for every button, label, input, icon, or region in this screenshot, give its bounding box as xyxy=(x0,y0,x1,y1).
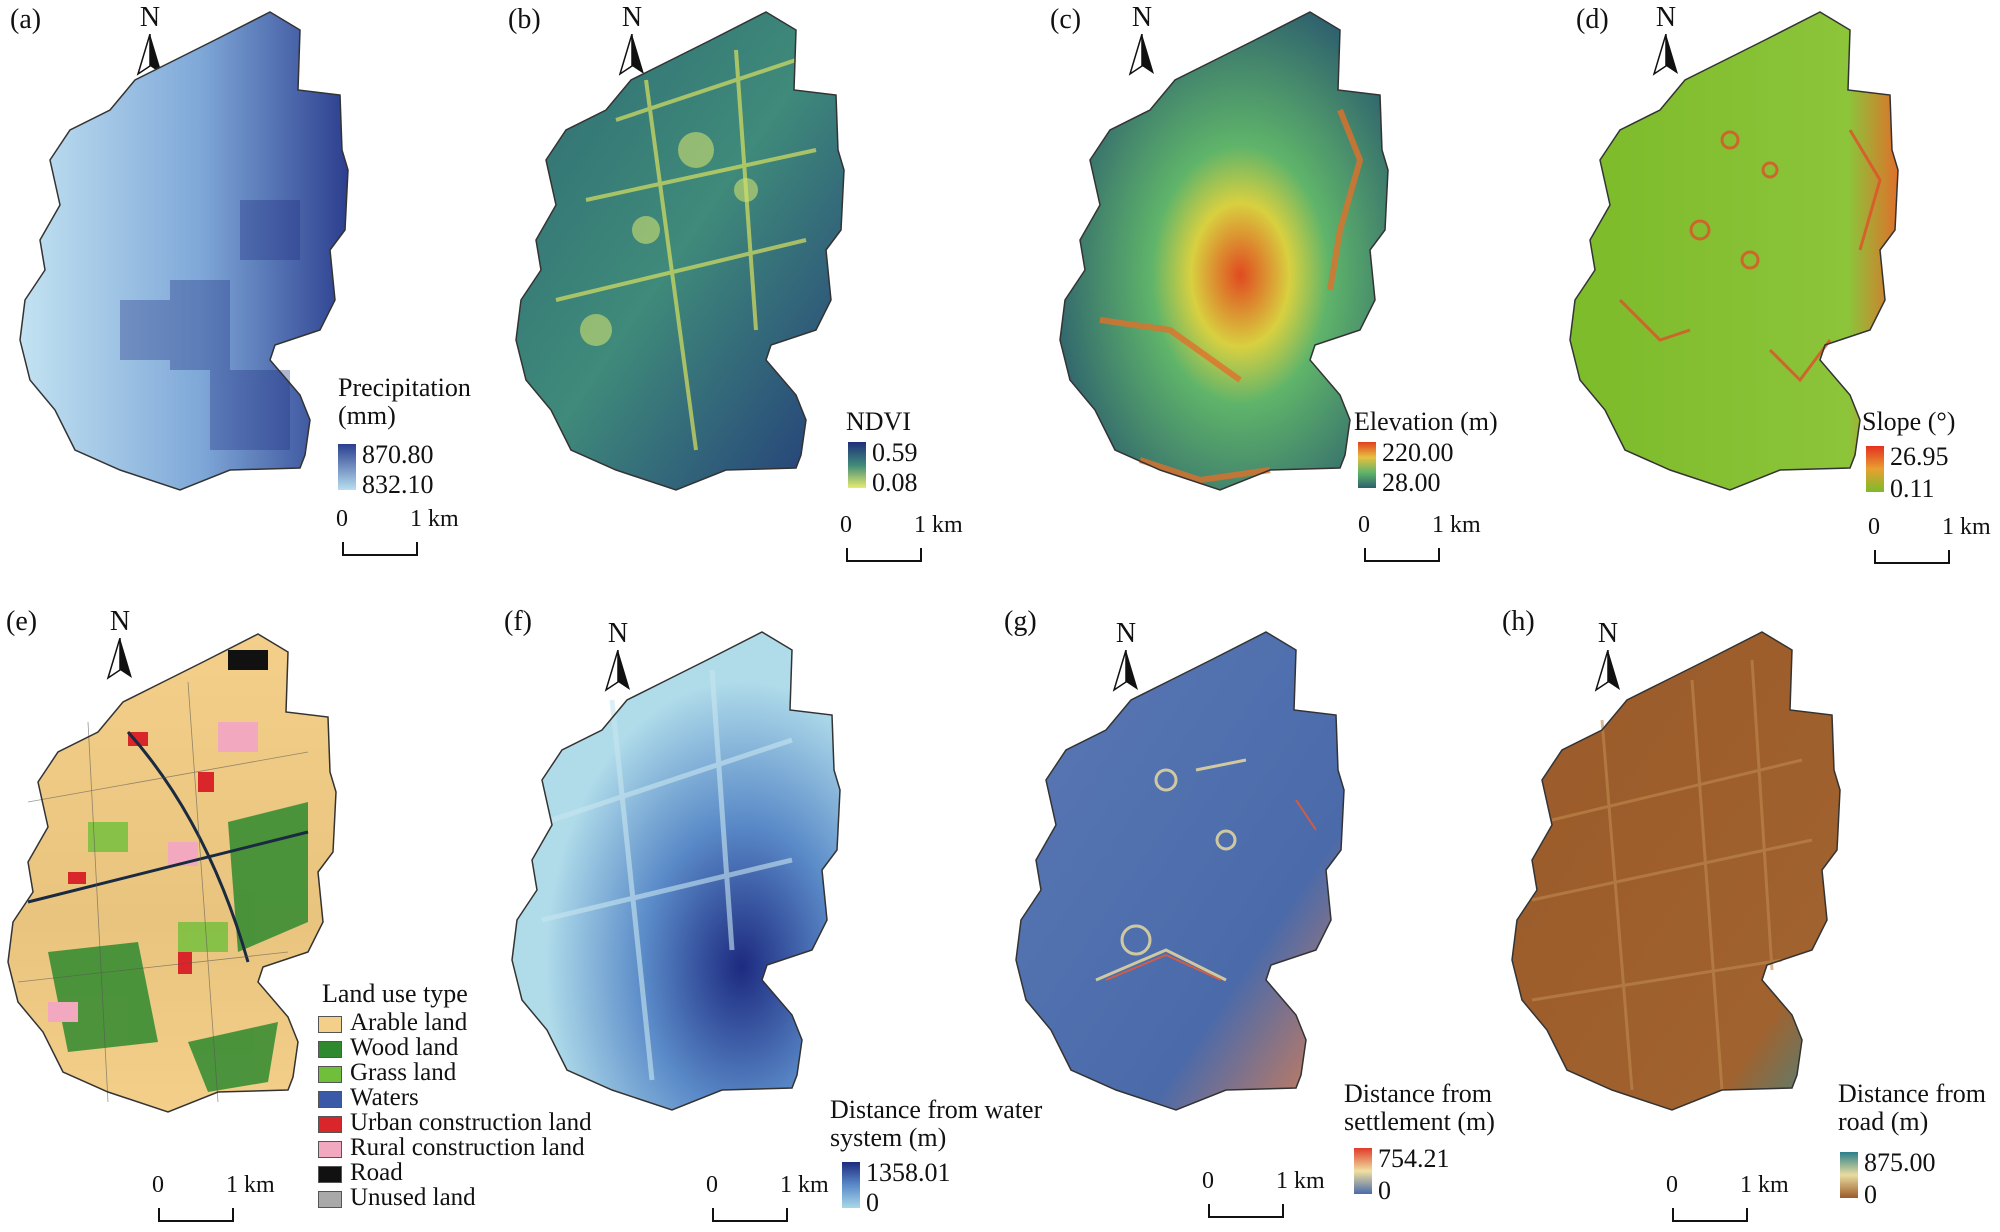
legend-title: Distance from road (m) xyxy=(1838,1079,1987,1136)
panel-label: (e) xyxy=(6,606,38,637)
color-ramp xyxy=(338,444,356,490)
panel-label: (g) xyxy=(1004,606,1037,637)
panel-label: (a) xyxy=(10,4,42,35)
legend-title: NDVI xyxy=(846,407,911,436)
north-arrow-icon: N xyxy=(1646,2,1686,76)
legend-title: Elevation (m) xyxy=(1354,407,1498,436)
elevation-map xyxy=(1059,11,1389,491)
ndvi-map xyxy=(515,11,845,491)
color-ramp xyxy=(1358,442,1376,488)
legend-min: 0.11 xyxy=(1890,474,1935,503)
legend-title: Distance from water system (m) xyxy=(830,1095,1043,1152)
legend-item-arable-land: Arable land xyxy=(318,1010,467,1035)
legend-max: 875.00 xyxy=(1864,1148,1936,1177)
legend-max: 870.80 xyxy=(362,440,434,469)
legend-item-wood-land: Wood land xyxy=(318,1035,458,1060)
color-ramp xyxy=(1866,446,1884,492)
north-arrow-icon: N xyxy=(1588,618,1628,692)
north-arrow-icon: N xyxy=(598,618,638,692)
panel-label: (d) xyxy=(1576,4,1609,35)
legend-min: 0 xyxy=(1864,1180,1877,1209)
legend-min: 0 xyxy=(866,1188,879,1217)
slope-map xyxy=(1569,11,1899,491)
north-arrow-icon: N xyxy=(130,2,170,76)
legend-item-waters: Waters xyxy=(318,1085,419,1110)
precipitation-map xyxy=(19,11,349,491)
panel-label: (c) xyxy=(1050,4,1082,35)
legend-max: 0.59 xyxy=(872,438,918,467)
legend-item-unused-land: Unused land xyxy=(318,1185,476,1210)
legend-item-urban-construction-land: Urban construction land xyxy=(318,1110,592,1135)
legend-min: 0.08 xyxy=(872,468,918,497)
north-arrow-icon: N xyxy=(1122,2,1162,76)
north-arrow-icon: N xyxy=(612,2,652,76)
panel-label: (h) xyxy=(1502,606,1535,637)
legend-min: 832.10 xyxy=(362,470,434,499)
legend-max: 1358.01 xyxy=(866,1158,951,1187)
legend-title: Precipitation (mm) xyxy=(338,373,471,430)
color-ramp xyxy=(1354,1148,1372,1194)
north-arrow-icon: N xyxy=(1106,618,1146,692)
legend-title: Distance from settlement (m) xyxy=(1344,1079,1495,1136)
distance-from-road-map xyxy=(1511,631,1841,1111)
legend-min: 28.00 xyxy=(1382,468,1441,497)
land-use-map xyxy=(7,633,337,1113)
legend-title: Land use type xyxy=(322,979,468,1008)
distance-from-water-map xyxy=(511,631,841,1111)
panel-e: (e) N Land use type Arable land Wood lan… xyxy=(0,600,592,1232)
panel-label: (b) xyxy=(508,4,541,35)
panel-g: (g) N Distance from settlement (m) 754.21… xyxy=(1000,600,1500,1230)
legend-item-rural-construction-land: Rural construction land xyxy=(318,1135,585,1160)
color-ramp xyxy=(848,442,866,488)
legend-title: Slope (°) xyxy=(1862,407,1956,436)
legend-min: 0 xyxy=(1378,1176,1391,1205)
distance-from-settlement-map xyxy=(1015,631,1345,1111)
color-ramp xyxy=(1840,1152,1858,1198)
color-ramp xyxy=(842,1162,860,1208)
panel-label: (f) xyxy=(504,606,532,637)
north-arrow-icon: N xyxy=(100,606,140,680)
legend-max: 754.21 xyxy=(1378,1144,1450,1173)
legend-max: 26.95 xyxy=(1890,442,1949,471)
panel-f: (f) N Distance from water system (m) 1358… xyxy=(500,600,1042,1232)
legend-max: 220.00 xyxy=(1382,438,1454,467)
legend-item-grass-land: Grass land xyxy=(318,1060,456,1085)
legend-item-road: Road xyxy=(318,1160,403,1185)
